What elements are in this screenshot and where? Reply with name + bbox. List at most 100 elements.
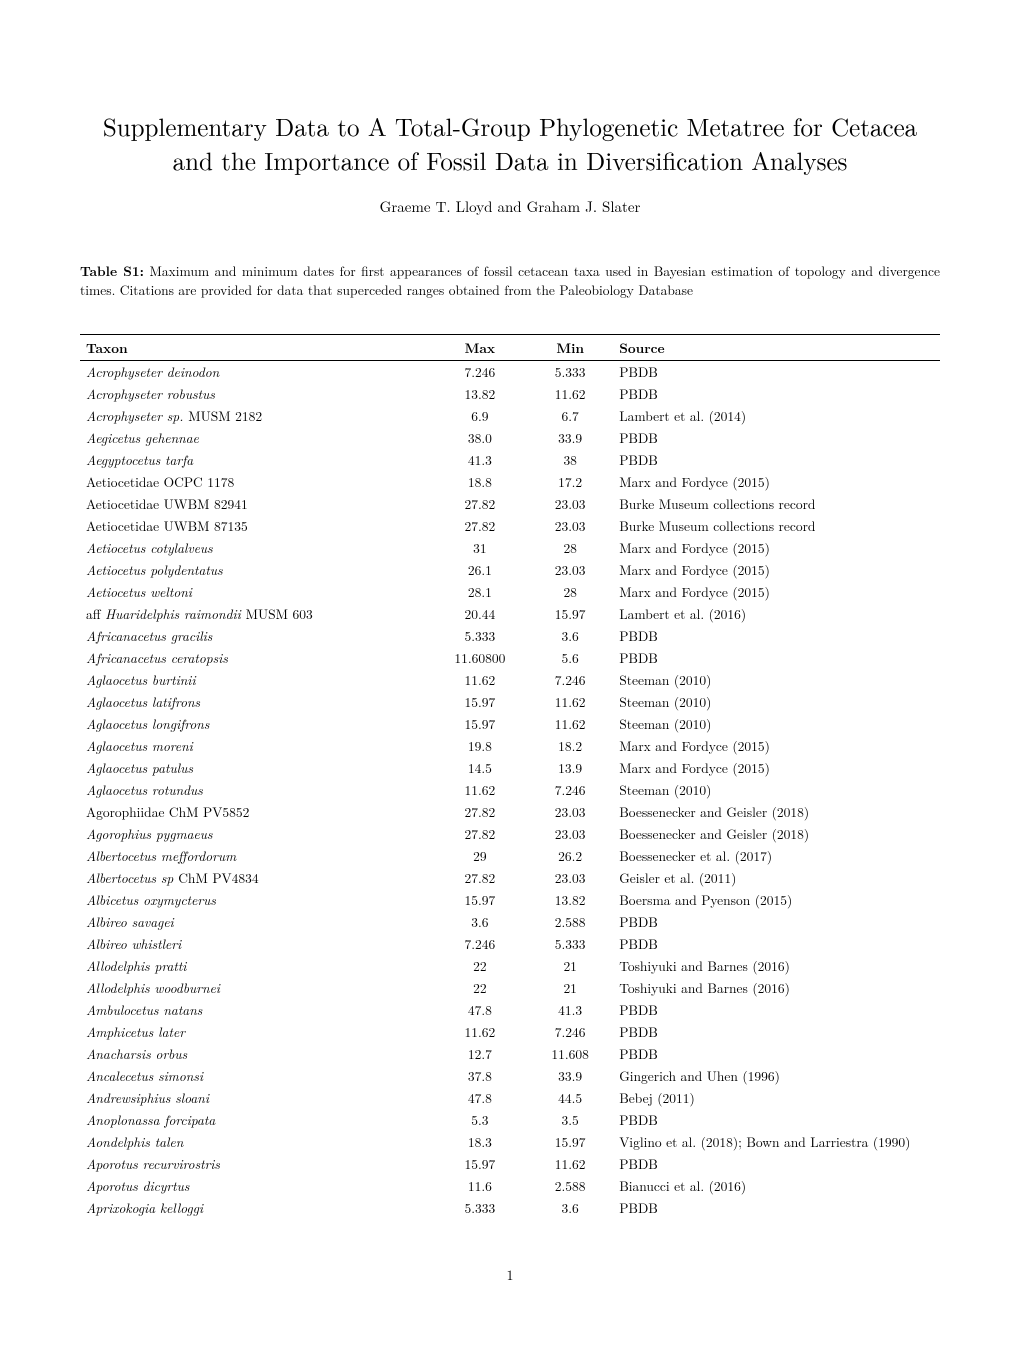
cell-min: 3.5 — [527, 1109, 613, 1131]
cell-taxon: Aegicetus gehennae — [80, 427, 433, 449]
cell-max: 6.9 — [433, 405, 528, 427]
cell-min: 3.6 — [527, 1197, 613, 1219]
cell-min: 21 — [527, 977, 613, 999]
cell-min: 26.2 — [527, 845, 613, 867]
cell-max: 7.246 — [433, 360, 528, 383]
cell-max: 20.44 — [433, 603, 528, 625]
cell-min: 23.03 — [527, 867, 613, 889]
cell-taxon: Albireo savagei — [80, 911, 433, 933]
table-row: Aporotus dicyrtus11.62.588Bianucci et al… — [80, 1175, 940, 1197]
cell-taxon: Anacharsis orbus — [80, 1043, 433, 1065]
cell-min: 23.03 — [527, 559, 613, 581]
page-number: 1 — [80, 1265, 940, 1285]
table-row: Aegyptocetus tarfa41.338PBDB — [80, 449, 940, 471]
cell-taxon: Aetiocetidae OCPC 1178 — [80, 471, 433, 493]
cell-min: 3.6 — [527, 625, 613, 647]
cell-source: Steeman (2010) — [613, 669, 940, 691]
cell-taxon: Albertocetus sp ChM PV4834 — [80, 867, 433, 889]
cell-source: Boessenecker and Geisler (2018) — [613, 823, 940, 845]
table-row: Aglaocetus rotundus11.627.246Steeman (20… — [80, 779, 940, 801]
cell-min: 11.62 — [527, 1153, 613, 1175]
cell-taxon: Aetiocetus weltoni — [80, 581, 433, 603]
cell-min: 7.246 — [527, 669, 613, 691]
cell-min: 18.2 — [527, 735, 613, 757]
cell-source: PBDB — [613, 1109, 940, 1131]
cell-max: 22 — [433, 977, 528, 999]
cell-min: 15.97 — [527, 1131, 613, 1153]
cell-max: 47.8 — [433, 1087, 528, 1109]
cell-min: 5.6 — [527, 647, 613, 669]
table-row: Albireo whistleri7.2465.333PBDB — [80, 933, 940, 955]
cell-taxon: Allodelphis woodburnei — [80, 977, 433, 999]
cell-source: Boersma and Pyenson (2015) — [613, 889, 940, 911]
cell-source: Marx and Fordyce (2015) — [613, 471, 940, 493]
cell-taxon: Allodelphis pratti — [80, 955, 433, 977]
cell-max: 22 — [433, 955, 528, 977]
cell-source: PBDB — [613, 360, 940, 383]
cell-taxon: Aetiocetus cotylalveus — [80, 537, 433, 559]
cell-min: 5.333 — [527, 360, 613, 383]
cell-max: 26.1 — [433, 559, 528, 581]
cell-source: PBDB — [613, 449, 940, 471]
cell-source: Lambert et al. (2014) — [613, 405, 940, 427]
cell-taxon: Albertocetus meffordorum — [80, 845, 433, 867]
cell-taxon: Acrophyseter robustus — [80, 383, 433, 405]
cell-taxon: Albireo whistleri — [80, 933, 433, 955]
cell-min: 44.5 — [527, 1087, 613, 1109]
cell-max: 47.8 — [433, 999, 528, 1021]
table-row: Albicetus oxymycterus15.9713.82Boersma a… — [80, 889, 940, 911]
table-row: Aglaocetus burtinii11.627.246Steeman (20… — [80, 669, 940, 691]
cell-source: PBDB — [613, 1153, 940, 1175]
cell-source: Burke Museum collections record — [613, 515, 940, 537]
data-table: Taxon Max Min Source Acrophyseter deinod… — [80, 334, 940, 1219]
cell-min: 2.588 — [527, 911, 613, 933]
cell-source: PBDB — [613, 625, 940, 647]
cell-max: 28.1 — [433, 581, 528, 603]
table-row: Aprixokogia kelloggi5.3333.6PBDB — [80, 1197, 940, 1219]
caption-label: Table S1: — [80, 261, 144, 280]
cell-source: Burke Museum collections record — [613, 493, 940, 515]
table-row: Acrophyseter sp. MUSM 21826.96.7Lambert … — [80, 405, 940, 427]
cell-max: 41.3 — [433, 449, 528, 471]
cell-max: 15.97 — [433, 713, 528, 735]
cell-taxon: Acrophyseter deinodon — [80, 360, 433, 383]
cell-min: 33.9 — [527, 427, 613, 449]
cell-max: 27.82 — [433, 823, 528, 845]
cell-max: 3.6 — [433, 911, 528, 933]
col-header-min: Min — [527, 334, 613, 360]
table-header-row: Taxon Max Min Source — [80, 334, 940, 360]
authors-line: Graeme T. Lloyd and Graham J. Slater — [80, 196, 940, 217]
cell-source: Toshiyuki and Barnes (2016) — [613, 955, 940, 977]
cell-taxon: Africanacetus gracilis — [80, 625, 433, 647]
cell-source: Gingerich and Uhen (1996) — [613, 1065, 940, 1087]
table-row: Aetiocetidae UWBM 8713527.8223.03Burke M… — [80, 515, 940, 537]
cell-taxon: aff Huaridelphis raimondii MUSM 603 — [80, 603, 433, 625]
cell-source: PBDB — [613, 383, 940, 405]
cell-min: 11.62 — [527, 713, 613, 735]
cell-source: Bianucci et al. (2016) — [613, 1175, 940, 1197]
table-row: Albertocetus sp ChM PV483427.8223.03Geis… — [80, 867, 940, 889]
cell-source: Steeman (2010) — [613, 691, 940, 713]
cell-source: PBDB — [613, 1021, 940, 1043]
table-caption: Table S1: Maximum and minimum dates for … — [80, 261, 940, 300]
cell-taxon: Aglaocetus patulus — [80, 757, 433, 779]
table-row: Aglaocetus moreni19.818.2Marx and Fordyc… — [80, 735, 940, 757]
table-row: Allodelphis pratti2221Toshiyuki and Barn… — [80, 955, 940, 977]
table-row: Aetiocetidae UWBM 8294127.8223.03Burke M… — [80, 493, 940, 515]
cell-min: 28 — [527, 537, 613, 559]
cell-source: Boessenecker and Geisler (2018) — [613, 801, 940, 823]
cell-taxon: Amphicetus later — [80, 1021, 433, 1043]
cell-max: 15.97 — [433, 889, 528, 911]
col-header-taxon: Taxon — [80, 334, 433, 360]
cell-source: Steeman (2010) — [613, 713, 940, 735]
cell-taxon: Andrewsiphius sloani — [80, 1087, 433, 1109]
cell-source: Steeman (2010) — [613, 779, 940, 801]
cell-min: 38 — [527, 449, 613, 471]
cell-min: 28 — [527, 581, 613, 603]
table-row: Aglaocetus latifrons15.9711.62Steeman (2… — [80, 691, 940, 713]
table-row: Acrophyseter deinodon7.2465.333PBDB — [80, 360, 940, 383]
cell-taxon: Aetiocetidae UWBM 87135 — [80, 515, 433, 537]
cell-max: 7.246 — [433, 933, 528, 955]
table-row: Africanacetus ceratopsis11.608005.6PBDB — [80, 647, 940, 669]
cell-max: 11.60800 — [433, 647, 528, 669]
